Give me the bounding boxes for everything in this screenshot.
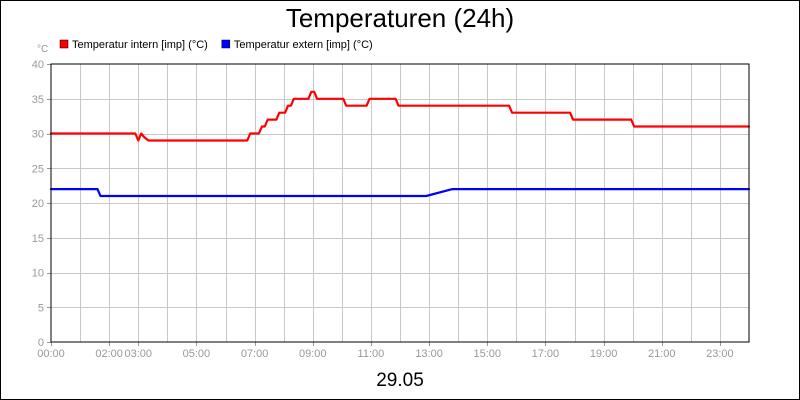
- y-tick-label: 0: [38, 337, 44, 349]
- legend-swatch: [221, 39, 231, 49]
- y-axis-unit: °C: [37, 44, 48, 55]
- y-axis-ticks: 0 5 10 15 20 25 30 35 40: [32, 59, 51, 349]
- series-line-2: [49, 188, 751, 198]
- plot-border: [50, 63, 750, 343]
- y-tick-label: 25: [32, 163, 44, 175]
- grid-lines: [51, 64, 749, 342]
- x-tick-label: 02:00: [95, 348, 123, 360]
- x-axis-date-label: 29.05: [376, 370, 424, 391]
- y-tick-label: 10: [32, 268, 44, 280]
- x-tick-label: 23:00: [706, 348, 734, 360]
- y-tick-label: 5: [38, 302, 44, 314]
- series-line-1: [49, 90, 751, 142]
- x-tick-label: 21:00: [648, 348, 676, 360]
- x-tick-label: 05:00: [183, 348, 211, 360]
- x-tick-label: 15:00: [473, 348, 501, 360]
- y-tick-label: 40: [32, 59, 44, 71]
- legend-swatch: [59, 39, 69, 49]
- series-lines: [49, 90, 751, 198]
- x-tick-label: 11:00: [358, 348, 385, 360]
- x-tick-label: 17:00: [532, 348, 560, 360]
- x-axis-ticks: 00:00 02:00 03:00 05:00 07:00 09:00 11:00 13:00…: [37, 342, 734, 360]
- chart-title: Temperaturen (24h): [286, 3, 514, 33]
- x-tick-label: 13:00: [415, 348, 443, 360]
- y-tick-label: 20: [32, 198, 44, 210]
- legend-label: Temperatur intern [imp] (°C): [72, 39, 208, 51]
- legend: Temperatur intern [imp] (°C) Temperatur e…: [59, 39, 373, 51]
- y-tick-label: 35: [32, 94, 44, 106]
- x-tick-label: 19:00: [590, 348, 618, 360]
- y-tick-label: 30: [32, 129, 44, 141]
- x-tick-label: 09:00: [299, 348, 327, 360]
- x-tick-label: 00:00: [37, 348, 65, 360]
- y-tick-label: 15: [32, 233, 44, 245]
- x-tick-label: 03:00: [124, 348, 152, 360]
- x-tick-label: 07:00: [241, 348, 269, 360]
- legend-label: Temperatur extern [imp] (°C): [234, 39, 373, 51]
